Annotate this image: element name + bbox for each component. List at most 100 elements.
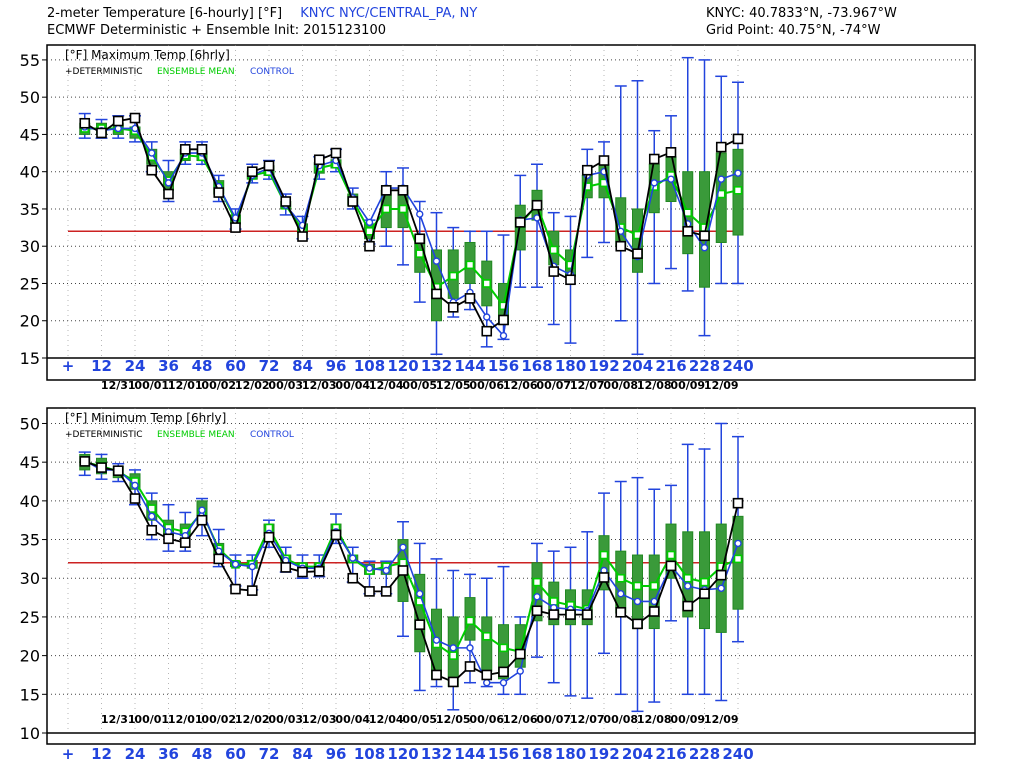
date-label: 00/04 [335,379,370,392]
point-ensemble-mean [733,186,743,195]
legend-item-control: CONTROL [250,67,294,77]
point-deterministic [531,605,543,617]
point-control [717,175,725,183]
point-ensemble-mean [465,616,475,626]
point-deterministic [431,288,442,300]
point-control [382,566,390,575]
point-deterministic [313,154,325,166]
point-deterministic [431,669,442,681]
point-deterministic [163,533,174,545]
point-deterministic [246,166,258,177]
date-label: 12/31 [101,379,136,392]
x-tick-label: 108 [354,745,385,763]
point-ensemble-mean [499,643,508,653]
date-label: 00/09 [670,713,705,726]
x-tick-label: 36 [158,745,179,763]
point-deterministic [96,462,107,473]
x-tick-label: 96 [326,357,347,375]
point-deterministic [732,497,744,509]
point-ensemble-mean [633,581,642,591]
point-deterministic [146,164,158,176]
point-deterministic [414,619,426,630]
date-label: 12/03 [302,713,337,726]
point-ensemble-mean [683,573,693,583]
date-label: 12/03 [302,379,337,392]
point-ensemble-mean [482,631,492,641]
date-label: 12/04 [369,713,404,726]
y-tick-label: 40 [20,163,40,182]
y-tick-label: 20 [20,312,40,331]
y-tick-label: 40 [20,492,40,511]
point-deterministic [246,585,258,596]
date-label: 00/05 [402,713,437,726]
point-deterministic [665,560,677,572]
date-label: 00/01 [134,379,169,392]
point-control [617,590,625,598]
ensemble-box [632,554,643,630]
date-label: 00/01 [134,713,169,726]
point-ensemble-mean [499,301,508,311]
x-tick-label: 168 [521,745,552,763]
y-tick-label: 25 [20,274,40,293]
point-deterministic [498,666,509,678]
ensemble-box [632,208,643,273]
point-control [633,597,642,606]
point-control [717,584,725,592]
point-deterministic [531,199,543,211]
point-deterministic [397,185,409,196]
date-label: 12/05 [436,713,471,726]
date-label: 12/06 [503,713,538,726]
point-ensemble-mean [465,260,475,270]
date-label: 00/02 [201,713,236,726]
x-tick-label: 144 [454,357,485,375]
point-control [466,644,474,652]
x-tick-label: 48 [192,745,213,763]
date-label: 12/08 [637,379,672,392]
point-deterministic [715,569,727,581]
panel-title: [°F] Minimum Temp [6hrly] [65,411,226,425]
x-tick-label: 96 [326,745,347,763]
model-init-line: ECMWF Deterministic + Ensemble Init: 201… [47,23,386,38]
date-label: 00/02 [201,379,236,392]
point-deterministic [280,562,292,573]
point-control [399,543,407,551]
date-label: 12/06 [503,379,538,392]
series-line-deterministic [84,460,739,683]
point-control [684,582,692,590]
date-label: 12/02 [235,713,270,726]
date-label: 12/04 [369,379,404,392]
point-deterministic [648,153,660,165]
series-line-ensemble-mean [84,127,739,309]
point-ensemble-mean [666,550,676,560]
point-deterministic [347,572,359,584]
x-tick-label: 192 [588,745,619,763]
date-label: 00/03 [268,379,303,392]
point-ensemble-mean [415,249,425,258]
point-deterministic [96,127,107,139]
point-deterministic [581,609,593,620]
point-deterministic [648,606,660,617]
point-deterministic [364,240,375,252]
x-tick-label: 72 [259,357,280,375]
y-tick-label: 50 [20,414,40,433]
date-label: 12/09 [704,379,739,392]
series-line-deterministic [84,117,739,333]
ensemble-box [648,554,660,630]
point-ensemble-mean [549,597,559,606]
point-deterministic [112,115,124,127]
point-deterministic [464,293,476,304]
point-deterministic [615,606,627,618]
point-deterministic [129,112,141,124]
point-control [349,554,357,562]
point-ensemble-mean [599,550,609,560]
point-ensemble-mean [566,260,575,270]
point-ensemble-mean [616,573,626,583]
x-tick-label: 132 [421,357,452,375]
y-tick-label: 20 [20,647,40,666]
date-label: 12/02 [235,379,270,392]
point-control [148,512,156,521]
x-tick-label: 240 [722,357,753,375]
point-deterministic [112,465,124,476]
point-ensemble-mean [482,279,492,288]
